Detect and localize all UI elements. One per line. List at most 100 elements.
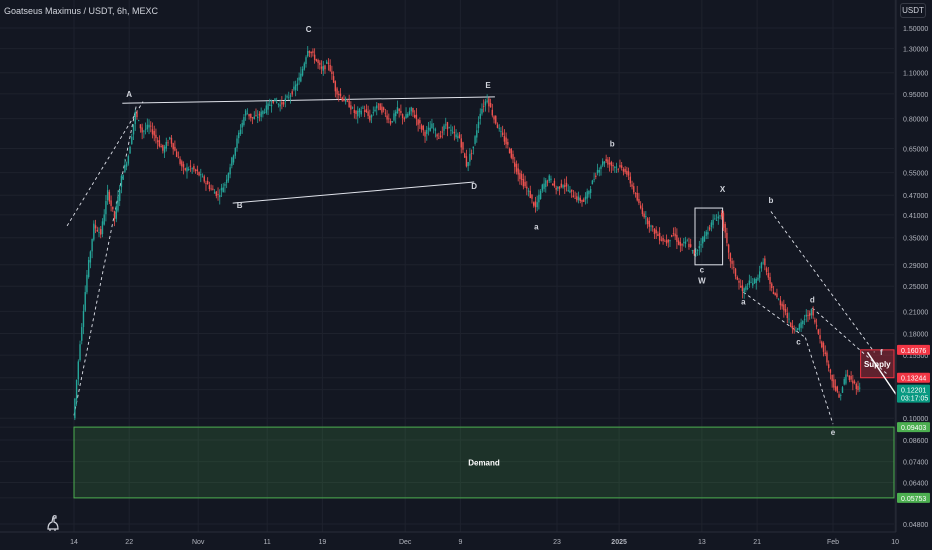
candle-body: [151, 129, 154, 135]
candle-body: [807, 315, 809, 316]
wave-label: a: [534, 223, 539, 232]
candle-body: [156, 140, 159, 142]
candle-body: [724, 223, 726, 233]
candle-body: [488, 98, 490, 107]
candle-body: [401, 114, 404, 119]
candle-body: [652, 226, 654, 228]
candle-body: [783, 304, 785, 311]
candle-body: [853, 381, 856, 383]
candle-body: [200, 174, 202, 176]
candle-body: [603, 161, 606, 164]
candle-body: [596, 169, 599, 174]
wave-label: e: [831, 428, 836, 437]
candle-body: [719, 215, 721, 217]
time-tick-label: 22: [125, 539, 133, 546]
candle-body: [184, 168, 186, 170]
candle-body: [413, 115, 416, 118]
candle-body: [650, 225, 652, 227]
candle-body: [87, 260, 90, 278]
candle-body: [707, 232, 709, 235]
candle-body: [119, 190, 121, 201]
candle-body: [327, 62, 330, 64]
symbol-title[interactable]: Goatseus Maximus / USDT, 6h, MEXC: [4, 6, 159, 16]
candle-body: [570, 189, 573, 192]
candle-body: [646, 218, 649, 225]
candle-body: [852, 380, 854, 384]
candle-body: [477, 121, 480, 129]
candle-body: [791, 326, 794, 329]
currency-button[interactable]: USDT: [900, 3, 926, 18]
candle-body: [850, 376, 852, 380]
candle-body: [146, 124, 149, 130]
candle-body: [848, 375, 851, 381]
candle-body: [410, 107, 412, 112]
candle-body: [834, 386, 837, 391]
candle-body: [667, 239, 669, 243]
wave-label: f: [880, 348, 883, 357]
candle-body: [769, 277, 771, 284]
candle-body: [224, 184, 226, 186]
price-tick-label: 0.25000: [903, 284, 928, 291]
candle-body: [703, 235, 706, 242]
candle-body: [841, 387, 844, 393]
candle-body: [219, 195, 221, 198]
price-tick-label: 1.10000: [903, 71, 928, 78]
candle-body: [817, 329, 820, 334]
candle-body: [348, 100, 350, 108]
candle-body: [688, 243, 690, 248]
candle-body: [208, 185, 211, 190]
candle-body: [365, 109, 368, 113]
time-tick-label: 21: [753, 539, 761, 546]
dashed-trend-line: [770, 211, 875, 353]
candle-body: [636, 192, 638, 201]
candle-body: [150, 125, 152, 127]
candle-body: [662, 237, 664, 242]
candle-body: [232, 155, 235, 163]
candle-body: [412, 107, 414, 113]
candle-body: [75, 379, 78, 400]
candle-body: [465, 156, 468, 167]
wave-label: c: [796, 337, 801, 346]
candle-body: [269, 104, 271, 106]
candle-body: [189, 165, 192, 167]
candle-body: [810, 308, 813, 316]
candle-body: [500, 131, 502, 133]
candle-body: [238, 132, 240, 139]
candle-body: [560, 183, 563, 187]
candle-body: [600, 166, 602, 169]
supply-bottom-price-tag: 0.13244: [901, 376, 926, 383]
candle-body: [741, 285, 744, 292]
wave-label: D: [471, 182, 477, 191]
candle-body: [372, 112, 374, 114]
candle-body: [508, 148, 511, 154]
candle-body: [702, 237, 704, 244]
chart-wave-labels: ABCDEabcWXbadcefgY: [126, 25, 883, 437]
candle-body: [752, 283, 754, 286]
candle-countdown: 03:17:05: [901, 396, 928, 403]
candle-body: [129, 146, 131, 154]
candle-body: [432, 128, 435, 130]
candle-body: [139, 124, 142, 129]
candle-body: [98, 232, 100, 234]
candle-body: [657, 234, 659, 236]
candle-body: [112, 206, 114, 210]
candle-body: [86, 274, 88, 293]
candle-body: [712, 219, 714, 225]
candle-body: [798, 324, 801, 330]
candle-body: [786, 313, 788, 319]
candle-body: [855, 383, 857, 390]
candle-body: [74, 398, 76, 419]
candle-body: [574, 197, 576, 199]
candle-body: [771, 283, 773, 289]
candle-body: [745, 286, 747, 290]
candle-body: [141, 127, 143, 133]
candle-body: [148, 124, 150, 128]
price-tick-label: 0.55000: [903, 171, 928, 178]
wave-label: b: [768, 196, 773, 205]
supply-zone-label: Supply: [864, 360, 891, 369]
candle-body: [382, 107, 385, 111]
candle-body: [503, 136, 506, 142]
candle-body: [312, 51, 314, 53]
candle-body: [562, 185, 564, 188]
